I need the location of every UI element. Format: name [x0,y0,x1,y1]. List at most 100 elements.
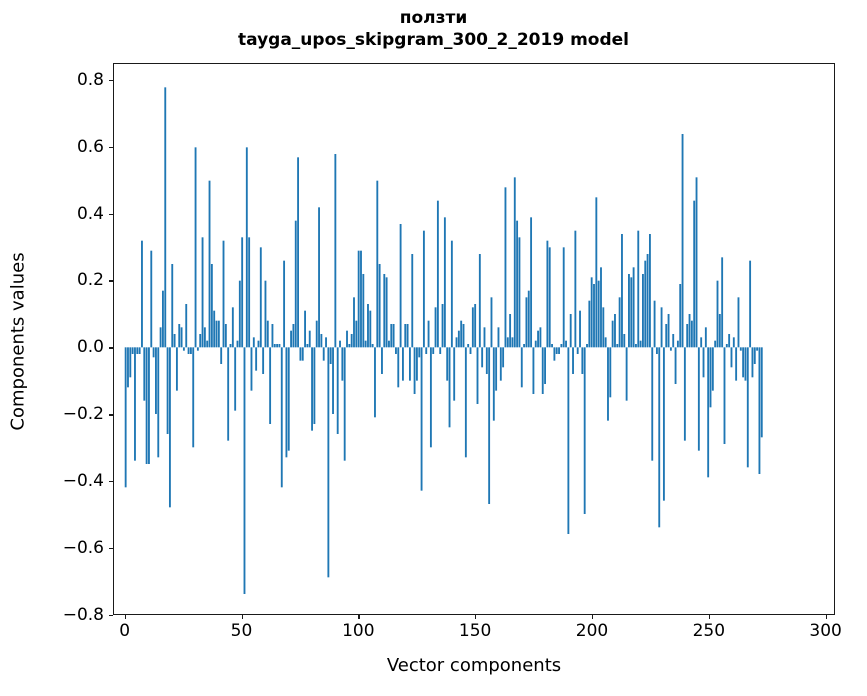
bar [721,257,724,348]
bar [341,347,344,381]
bar [672,333,675,348]
y-tick-label: −0.4 [62,471,104,492]
x-tick-mark [124,615,126,619]
bar [427,320,430,348]
bar [252,337,255,348]
bar [173,333,176,348]
bar [574,230,577,348]
x-tick-mark [241,615,243,619]
bar [448,347,451,428]
bar [248,237,251,348]
bar [245,147,248,348]
bar [658,347,661,528]
bar [376,180,379,348]
bar [683,347,686,441]
bar [611,320,614,348]
bar [718,314,721,348]
bar [693,200,696,348]
bar [350,333,353,348]
bar [294,220,297,348]
bar [390,324,393,348]
bar [180,327,183,348]
bar [604,337,607,348]
y-tick-mark [109,280,113,282]
bar [213,310,216,348]
bar [590,277,593,348]
bar [704,327,707,348]
bar [667,314,670,348]
bar [758,347,761,474]
bar [364,340,367,348]
bar [553,347,556,361]
bar [530,217,533,348]
bar [485,347,488,374]
bar [490,297,493,348]
bar [129,347,132,378]
bar [138,347,141,354]
y-tick-mark [109,414,113,416]
bar [306,344,309,348]
bar [360,250,362,348]
bar [637,230,640,348]
bar [257,340,260,348]
bar [632,267,635,348]
bar [460,320,463,348]
bar [516,220,519,348]
bar [751,347,754,378]
bar [742,347,745,378]
bar [539,327,542,348]
bar [548,247,551,348]
x-tick-mark [358,615,360,619]
bar [534,340,537,348]
chart-title-line2: tayga_upos_skipgram_300_2_2019 model [238,29,629,50]
bar [171,264,174,348]
bar [367,303,369,348]
bar [145,347,148,464]
bar [541,347,544,394]
bar [210,264,213,348]
bar [236,340,239,348]
bar [476,347,479,404]
bar [371,344,374,348]
bar [709,347,712,408]
bar [434,307,437,348]
bar [644,260,647,348]
bar [569,314,572,348]
x-tick-mark [708,615,711,619]
bar [665,324,668,348]
bar [439,347,442,354]
bar [756,347,759,351]
bar [124,347,127,488]
bar [178,324,181,348]
bar [579,310,581,348]
bar [196,347,199,351]
chart-title: ползти tayga_upos_skipgram_300_2_2019 mo… [0,8,867,52]
bar [369,310,372,348]
bar [474,303,477,348]
bar [131,347,134,354]
bar [711,347,714,391]
x-tick-label: 300 [809,621,842,641]
bar [483,327,486,348]
x-tick-mark [591,615,594,619]
bar [348,344,351,348]
bar [646,253,649,348]
bar [728,333,731,348]
bar [714,340,717,348]
bar [686,324,689,348]
bar [262,347,265,374]
bar [203,327,206,348]
bar [623,333,626,348]
y-tick-mark [109,481,113,483]
bar [602,307,605,348]
bar [383,273,386,348]
y-tick-label: 0.6 [76,136,104,157]
bar [567,347,570,535]
bar [628,273,630,348]
bar [269,347,272,425]
bar [502,347,505,368]
y-tick-label: −0.8 [62,605,104,625]
y-tick-mark [109,79,113,82]
y-axis-label: Components values [7,252,29,431]
bar [266,320,269,348]
